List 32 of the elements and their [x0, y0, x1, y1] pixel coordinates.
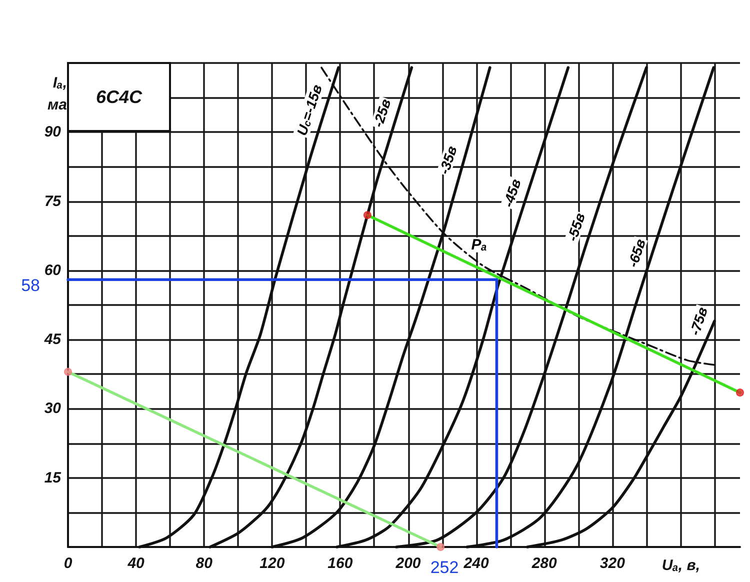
text: -55в [564, 210, 588, 244]
point [64, 368, 72, 376]
text: Uc=-15в [293, 82, 326, 138]
point [363, 211, 372, 220]
y-tick-label: 15 [44, 469, 62, 486]
x-tick-label: 0 [64, 555, 73, 572]
y-tick-label: 45 [43, 331, 62, 348]
series-label: Pₐ [471, 236, 488, 254]
x-tick-label: 120 [260, 555, 286, 572]
x-tick-label: 200 [394, 555, 422, 572]
x-tick-label: 240 [462, 555, 490, 572]
x-tick-label: 40 [126, 555, 146, 572]
y-axis-title: Iₐ, ма [48, 74, 67, 114]
point [736, 388, 744, 397]
text: -45в [500, 176, 524, 210]
annotation: 58 [21, 276, 40, 296]
y-tick-label: 30 [44, 400, 62, 418]
point [436, 543, 445, 551]
text: -25в [370, 96, 394, 130]
text: -65в [624, 236, 649, 270]
x-tick-label: 160 [328, 555, 354, 572]
x-tick-label: 320 [600, 555, 626, 572]
x-tick-label: 80 [196, 555, 214, 572]
y-tick-label: 90 [44, 124, 62, 141]
text: -75в [686, 304, 711, 338]
x-axis-title: Uₐ, в, [662, 557, 700, 574]
annotation: 252 [430, 558, 459, 577]
text: 6С4С [96, 86, 142, 108]
x-tick-label: 280 [530, 555, 558, 572]
y-tick-label: 60 [44, 262, 62, 279]
y-tick-label: 75 [44, 192, 62, 210]
text: -35в [436, 143, 460, 176]
